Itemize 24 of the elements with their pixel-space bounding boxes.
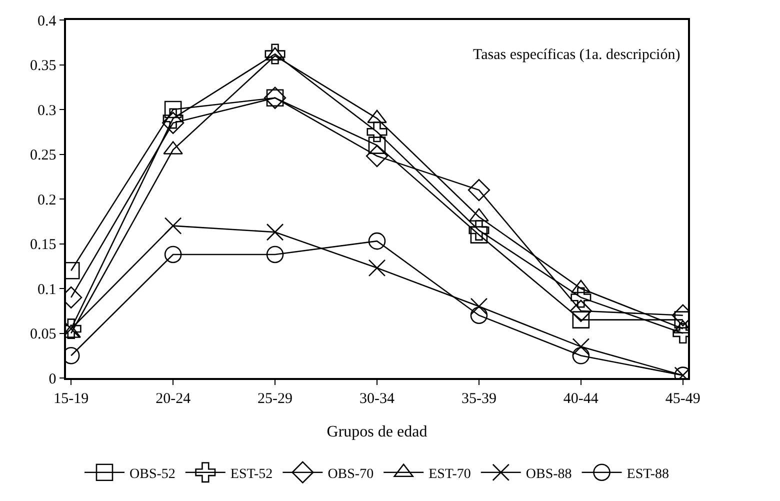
legend-label: EST-88 bbox=[626, 466, 670, 482]
y-tick-label: 0.15 bbox=[30, 237, 56, 253]
y-tick-label: 0.25 bbox=[30, 148, 56, 164]
y-tick-label: 0.2 bbox=[38, 192, 56, 208]
legend-label: OBS-52 bbox=[130, 466, 176, 482]
y-tick-label: 0.3 bbox=[38, 102, 56, 119]
legend-label: OBS-88 bbox=[526, 466, 572, 482]
x-tick-label: 15-19 bbox=[54, 390, 89, 407]
annotation: Tasas específicas (1a. descripción) bbox=[473, 47, 680, 63]
x-tick-label: 45-49 bbox=[665, 390, 700, 407]
x-tick-label: 30-34 bbox=[360, 390, 395, 407]
x-tick-label: 40-44 bbox=[563, 390, 599, 407]
x-tick-label: 35-39 bbox=[461, 390, 496, 407]
x-tick-label: 25-29 bbox=[258, 390, 293, 407]
y-tick-label: 0 bbox=[48, 371, 56, 388]
y-tick-label: 0.1 bbox=[38, 282, 56, 298]
x-axis-title: Grupos de edad bbox=[326, 424, 428, 440]
y-tick-label: 0.4 bbox=[38, 13, 57, 30]
legend-label: EST-70 bbox=[428, 466, 471, 482]
y-tick-label: 0.05 bbox=[30, 326, 56, 342]
y-tick-label: 0.35 bbox=[30, 58, 56, 74]
legend-label: EST-52 bbox=[230, 466, 273, 482]
legend-label: OBS-70 bbox=[328, 466, 374, 482]
x-tick-label: 20-24 bbox=[156, 390, 192, 407]
